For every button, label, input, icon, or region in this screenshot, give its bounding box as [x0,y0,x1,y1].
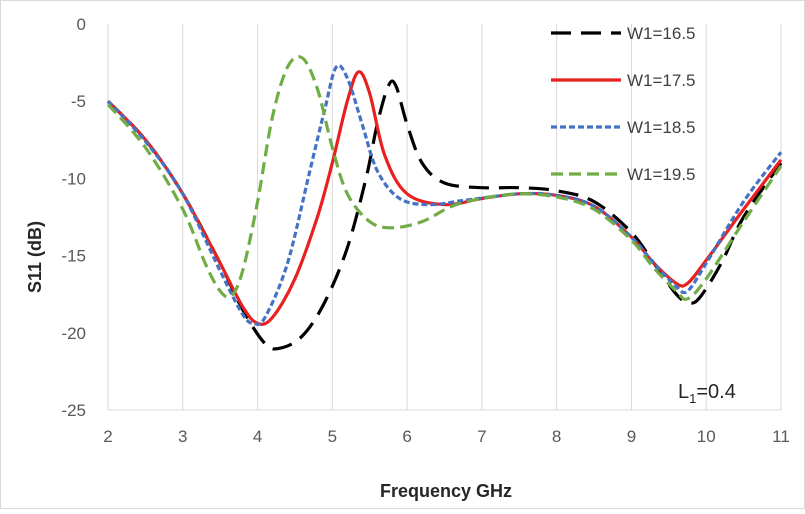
x-tick-label: 2 [103,427,112,446]
x-tick-label: 5 [328,427,337,446]
y-tick-label: -25 [61,401,86,420]
y-tick-label: 0 [77,15,86,34]
series-lines [106,54,783,351]
legend-label: W1=16.5 [627,24,696,43]
series-line-3 [106,63,783,327]
x-tick-label: 9 [627,427,636,446]
x-tick-label: 11 [772,427,790,446]
parameter-annotation: L1=0.4 [678,381,736,406]
legend-label: W1=17.5 [627,71,696,90]
x-tick-label: 10 [697,427,716,446]
gridlines [107,24,782,410]
y-tick-label: -10 [61,169,86,188]
x-tick-label: 6 [402,427,411,446]
annotation-subscript: 1 [689,391,696,406]
annotation-rest: =0.4 [696,381,735,403]
y-tick-label: -5 [71,92,86,111]
y-axis-title: S11 (dB) [25,221,45,293]
legend-label: W1=19.5 [627,165,696,184]
annotation-main: L [678,381,689,403]
y-tick-label: -20 [61,324,86,343]
x-axis-title: Frequency GHz [380,481,512,501]
series-line-4 [106,54,783,301]
y-tick-label: -15 [61,247,86,266]
series-line-1 [106,79,783,351]
x-tick-label: 4 [253,427,262,446]
x-tick-label: 7 [477,427,486,446]
x-tick-label: 8 [552,427,561,446]
legend-label: W1=18.5 [627,118,696,137]
x-tick-label: 3 [178,427,187,446]
axes: 2 3 4 5 6 7 8 9 10 11 0 -5 -10 -15 -20 -25 [61,15,789,446]
legend: W1=16.5 W1=17.5 W1=18.5 W1=19.5 [551,24,696,184]
